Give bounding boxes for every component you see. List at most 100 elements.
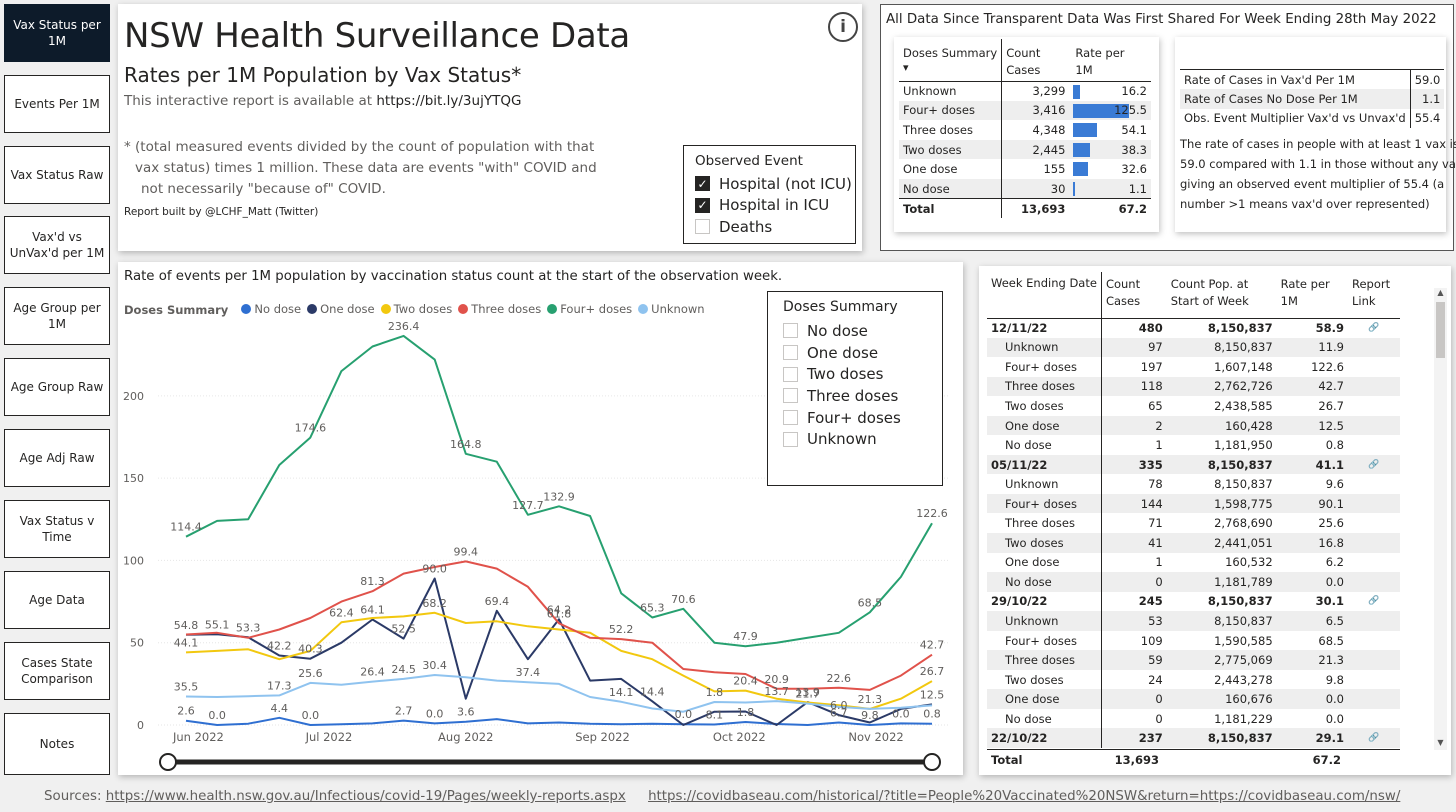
data-label: 8.1 (706, 709, 724, 722)
range-end-handle[interactable] (923, 753, 941, 771)
week-detail-row[interactable]: Unknown 53 8,150,837 6.5 (987, 611, 1400, 631)
link-cell (1348, 631, 1400, 651)
range-start-handle[interactable] (159, 753, 177, 771)
week-detail-row[interactable]: Four+ doses 144 1,598,775 90.1 (987, 493, 1400, 514)
series-line-four-doses[interactable] (185, 334, 933, 648)
week-group-row[interactable]: 12/11/22 480 8,150,837 58.9 🔗 (987, 318, 1400, 338)
table-scrollbar[interactable]: ▲ ▼ (1434, 288, 1447, 750)
info-icon[interactable]: i (828, 12, 858, 42)
report-link-icon[interactable]: 🔗 (1368, 733, 1380, 744)
nav-button-age-group-raw[interactable]: Age Group Raw (4, 358, 110, 416)
summary-row[interactable]: Three doses 4,348 54.1 (899, 120, 1151, 140)
series-line-two-doses[interactable] (185, 611, 933, 710)
report-link-icon[interactable]: 🔗 (1368, 459, 1380, 470)
legend-item[interactable]: One dose (307, 302, 375, 316)
observed-event-option[interactable]: Deaths (695, 216, 855, 238)
series-line-no-dose[interactable] (185, 716, 933, 726)
col-header-count-pop[interactable]: Count Pop. at Start of Week (1166, 272, 1277, 319)
week-detail-row[interactable]: One dose 2 160,428 12.5 (987, 415, 1400, 436)
doses-slicer-option[interactable]: Two doses (783, 363, 942, 385)
col-header-rate[interactable]: Rate per 1M (1071, 39, 1151, 82)
col-header-rate[interactable]: Rate per 1M (1276, 272, 1348, 319)
week-group-row[interactable]: 05/11/22 335 8,150,837 41.1 🔗 (987, 454, 1400, 475)
week-detail-row[interactable]: Three doses 71 2,768,690 25.6 (987, 513, 1400, 534)
summary-row[interactable]: Four+ doses 3,416 125.5 (899, 100, 1151, 121)
col-header-report-link[interactable]: Report Link (1348, 272, 1400, 319)
data-label: 64.2 (547, 603, 572, 616)
nav-button-age-adj-raw[interactable]: Age Adj Raw (4, 429, 110, 487)
line-chart[interactable]: 0 50 100 150 200 Jun 2022 Jul 2022 Aug 2022 Sep … (118, 262, 963, 775)
nav-button-vax-status-per-1m[interactable]: Vax Status per 1M (4, 4, 110, 62)
report-link-icon[interactable]: 🔗 (1368, 323, 1380, 334)
link-cell (1348, 474, 1400, 494)
week-group-row[interactable]: 22/10/22 237 8,150,837 29.1 🔗 (987, 728, 1400, 749)
week-detail-row[interactable]: Unknown 97 8,150,837 11.9 (987, 337, 1400, 358)
summary-row[interactable]: Unknown 3,299 16.2 (899, 81, 1151, 101)
observed-event-option[interactable]: ✓ Hospital (not ICU) (695, 173, 855, 195)
nav-button-age-group-per-1m[interactable]: Age Group per 1M (4, 287, 110, 345)
series-line-unknown[interactable] (185, 674, 933, 713)
week-detail-row[interactable]: Two doses 65 2,438,585 26.7 (987, 396, 1400, 416)
doses-slicer-option[interactable]: Three doses (783, 385, 942, 407)
checkbox-unchecked-icon[interactable] (783, 431, 798, 447)
week-detail-row[interactable]: Two doses 41 2,441,051 16.8 (987, 533, 1400, 553)
checkbox-unchecked-icon[interactable] (783, 366, 798, 382)
doses-slicer-option[interactable]: One dose (783, 342, 942, 364)
checkbox-unchecked-icon[interactable] (783, 323, 798, 339)
week-detail-row[interactable]: One dose 0 160,676 0.0 (987, 689, 1400, 709)
nav-button-cases-state-comparison[interactable]: Cases State Comparison (4, 642, 110, 700)
sort-icon[interactable]: ▾ (903, 61, 909, 74)
checkbox-unchecked-icon[interactable] (783, 410, 798, 426)
scrollbar-thumb[interactable] (1436, 302, 1445, 358)
nav-button-notes[interactable]: Notes (4, 713, 110, 775)
week-group-row[interactable]: 29/10/22 245 8,150,837 30.1 🔗 (987, 591, 1400, 612)
nav-button-events-per-1m[interactable]: Events Per 1M (4, 75, 110, 133)
checkbox-checked-icon[interactable]: ✓ (695, 197, 710, 213)
legend-item[interactable]: Three doses (458, 302, 541, 316)
y-tick-label: 0 (137, 719, 144, 732)
row-label: Unknown (903, 84, 957, 99)
scroll-down-icon[interactable]: ▼ (1437, 738, 1444, 747)
week-detail-row[interactable]: Two doses 24 2,443,278 9.8 (987, 669, 1400, 690)
doses-slicer-option[interactable]: No dose (783, 320, 942, 342)
week-detail-row[interactable]: No dose 0 1,181,229 0.0 (987, 708, 1400, 729)
week-detail-row[interactable]: Three doses 118 2,762,726 42.7 (987, 376, 1400, 397)
summary-row[interactable]: No dose 30 1.1 (899, 178, 1151, 199)
col-header-count-cases[interactable]: Count Cases (1001, 39, 1072, 82)
week-detail-row[interactable]: No dose 0 1,181,789 0.0 (987, 572, 1400, 592)
checkbox-checked-icon[interactable]: ✓ (695, 176, 710, 192)
nav-button-vax-status-v-time[interactable]: Vax Status v Time (4, 500, 110, 558)
checkbox-unchecked-icon[interactable] (695, 219, 710, 235)
doses-slicer-option[interactable]: Four+ doses (783, 407, 942, 429)
week-detail-row[interactable]: Four+ doses 197 1,607,148 122.6 (987, 357, 1400, 377)
report-link[interactable]: https://bit.ly/3ujYTQG (376, 93, 522, 109)
doses-slicer-option[interactable]: Unknown (783, 428, 942, 450)
legend-item[interactable]: Four+ doses (547, 302, 632, 316)
series-line-three-doses[interactable] (185, 560, 933, 691)
nav-button-vax-d-vs-unvax-d-per-1m[interactable]: Vax'd vs UnVax'd per 1M (4, 216, 110, 274)
rate-bar (1073, 162, 1089, 177)
data-label: 81.3 (360, 575, 385, 588)
legend-item[interactable]: Unknown (638, 302, 705, 316)
col-header-doses-summary[interactable]: Doses Summary ▾ (899, 39, 1002, 82)
week-detail-row[interactable]: No dose 1 1,181,950 0.8 (987, 435, 1400, 455)
observed-event-option[interactable]: ✓ Hospital in ICU (695, 195, 855, 217)
scroll-up-icon[interactable]: ▲ (1437, 288, 1444, 297)
week-detail-row[interactable]: One dose 1 160,532 6.2 (987, 552, 1400, 573)
summary-row[interactable]: One dose 155 32.6 (899, 159, 1151, 179)
col-header-count-cases[interactable]: Count Cases (1100, 272, 1167, 319)
summary-row[interactable]: Two doses 2,445 38.3 (899, 139, 1151, 160)
source-link-covidbaseau[interactable]: https://covidbaseau.com/historical/?titl… (648, 789, 1401, 804)
week-detail-row[interactable]: Four+ doses 109 1,590,585 68.5 (987, 630, 1400, 651)
report-link-icon[interactable]: 🔗 (1368, 596, 1380, 607)
nav-button-vax-status-raw[interactable]: Vax Status Raw (4, 146, 110, 204)
col-header-week[interactable]: Week Ending Date (987, 272, 1102, 319)
legend-item[interactable]: No dose (241, 302, 301, 316)
week-detail-row[interactable]: Three doses 59 2,775,069 21.3 (987, 650, 1400, 670)
week-detail-row[interactable]: Unknown 78 8,150,837 9.6 (987, 474, 1400, 494)
legend-item[interactable]: Two doses (380, 302, 452, 316)
source-link-nsw-health[interactable]: https://www.health.nsw.gov.au/Infectious… (105, 789, 626, 804)
nav-button-age-data[interactable]: Age Data (4, 571, 110, 629)
checkbox-unchecked-icon[interactable] (783, 388, 798, 404)
checkbox-unchecked-icon[interactable] (783, 345, 798, 361)
